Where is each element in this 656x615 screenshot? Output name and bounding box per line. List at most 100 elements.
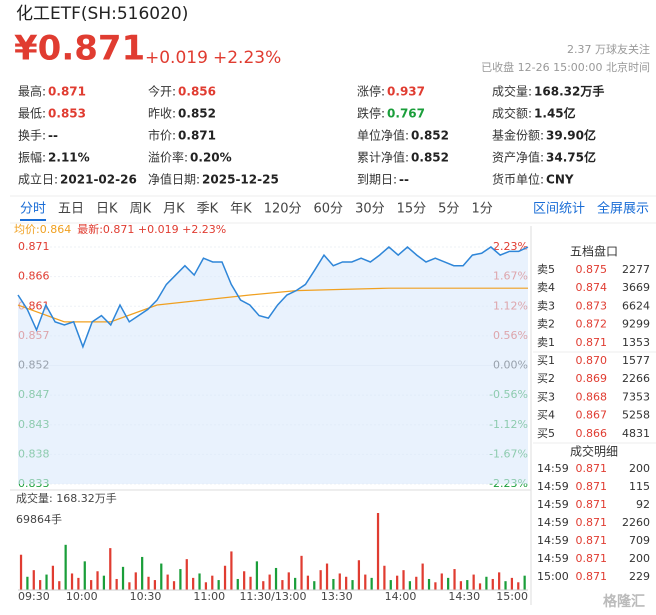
trade-price: 0.871 — [576, 552, 608, 565]
status: 已收盘 12-26 15:00:00 北京时间 — [481, 60, 650, 74]
stat-label: 换手: — [18, 129, 46, 143]
watermark: 格隆汇 — [603, 593, 645, 610]
volume-bar — [287, 572, 290, 590]
followers: 2.37 万球友关注 — [567, 42, 650, 56]
tab[interactable]: 分时 — [20, 202, 46, 217]
volume-bar — [19, 554, 23, 590]
volume-bar — [319, 570, 322, 590]
change-pct: +2.23% — [213, 48, 281, 68]
volume-bar — [408, 581, 412, 590]
book-price: 0.870 — [576, 354, 608, 367]
volume-bar — [523, 575, 526, 590]
volume-bar — [478, 583, 482, 590]
time-label: 11:30/13:00 — [239, 590, 306, 603]
volume-bar — [45, 574, 48, 590]
stat-value: 2.11% — [48, 151, 90, 165]
book-label: 卖1 — [537, 336, 555, 349]
trade-volume: 92 — [636, 498, 650, 511]
tab[interactable]: 30分 — [355, 202, 385, 217]
book-title: 五档盘口 — [570, 244, 618, 259]
book-price: 0.875 — [576, 263, 608, 276]
volume-bar — [447, 577, 450, 590]
volume-bar — [345, 576, 348, 590]
tab[interactable]: 月K — [163, 202, 185, 217]
stat-value: 0.852 — [178, 107, 216, 121]
time-label: 10:00 — [66, 590, 98, 603]
volume-bar — [64, 544, 67, 590]
book-price: 0.866 — [576, 427, 608, 440]
trade-time: 14:59 — [537, 552, 569, 565]
volume-bar — [440, 573, 443, 590]
trade-price: 0.871 — [576, 534, 608, 547]
volume-bar — [351, 580, 354, 590]
tab[interactable]: 周K — [130, 202, 152, 217]
price-tick-label: 0.871 — [18, 240, 50, 253]
volume-bar — [325, 563, 329, 590]
volume-bar — [517, 582, 520, 590]
stat-value: 0.20% — [190, 151, 232, 165]
stat-value: 0.937 — [387, 85, 425, 99]
book-label: 买2 — [537, 372, 555, 385]
trade-volume: 709 — [629, 534, 650, 547]
trade-volume: 115 — [629, 480, 650, 493]
trade-time: 14:59 — [537, 462, 569, 475]
volume-bar — [274, 567, 278, 590]
tab[interactable]: 15分 — [397, 202, 427, 217]
tab[interactable]: 60分 — [314, 202, 344, 217]
stat-label: 最高: — [18, 84, 46, 99]
tab[interactable]: 日K — [96, 202, 118, 217]
volume-bar — [396, 575, 399, 590]
volume-bar — [485, 576, 488, 590]
tab[interactable]: 季K — [197, 202, 219, 217]
stat-value: -- — [399, 173, 409, 187]
volume-bar — [223, 565, 227, 590]
volume-bar — [26, 576, 29, 590]
book-volume: 1353 — [622, 336, 650, 349]
book-price: 0.868 — [576, 390, 608, 403]
latest-legend: 最新:0.871 +0.019 +2.23% — [77, 222, 226, 236]
tool[interactable]: 区间统计 — [533, 202, 585, 217]
trade-time: 14:59 — [537, 516, 569, 529]
book-volume: 9299 — [622, 318, 650, 331]
book-price: 0.873 — [576, 299, 608, 312]
volume-bar — [77, 577, 80, 590]
volume-bar — [370, 577, 373, 590]
stat-value: 0.871 — [48, 85, 86, 99]
volume-bar — [338, 573, 341, 590]
volume-bar — [268, 574, 271, 590]
volume-bar — [121, 566, 125, 590]
stat-label: 成立日: — [18, 172, 58, 187]
volume-bar — [192, 577, 195, 590]
time-label: 11:00 — [193, 590, 225, 603]
volume-bar — [160, 563, 163, 590]
volume-bar — [313, 581, 316, 590]
stat-value: -- — [48, 129, 58, 143]
volume-title: 成交量: 168.32万手 — [16, 491, 117, 505]
time-label: 10:30 — [130, 590, 162, 603]
trade-price: 0.871 — [576, 462, 608, 475]
tab[interactable]: 1分 — [471, 202, 492, 217]
tool[interactable]: 全屏展示 — [597, 201, 649, 217]
trade-time: 15:00 — [537, 570, 569, 583]
volume-bar — [96, 571, 99, 590]
volume-bar — [427, 578, 431, 590]
volume-bar — [453, 569, 456, 590]
volume-bar — [153, 580, 157, 590]
trade-volume: 200 — [629, 552, 650, 565]
book-price: 0.872 — [576, 318, 608, 331]
tab[interactable]: 年K — [230, 202, 252, 217]
tab[interactable]: 五日 — [58, 202, 84, 217]
tab[interactable]: 120分 — [264, 202, 302, 217]
tab[interactable]: 5分 — [438, 202, 459, 217]
book-price: 0.871 — [576, 336, 608, 349]
time-label: 15:00 — [496, 590, 528, 603]
stat-label: 振幅: — [18, 150, 46, 165]
stat-label: 市价: — [148, 128, 176, 143]
volume-bar — [415, 576, 418, 590]
stat-value: 0.852 — [411, 129, 449, 143]
volume-bar — [166, 574, 169, 590]
volume-bar — [230, 551, 233, 590]
volume-bar — [109, 548, 112, 590]
